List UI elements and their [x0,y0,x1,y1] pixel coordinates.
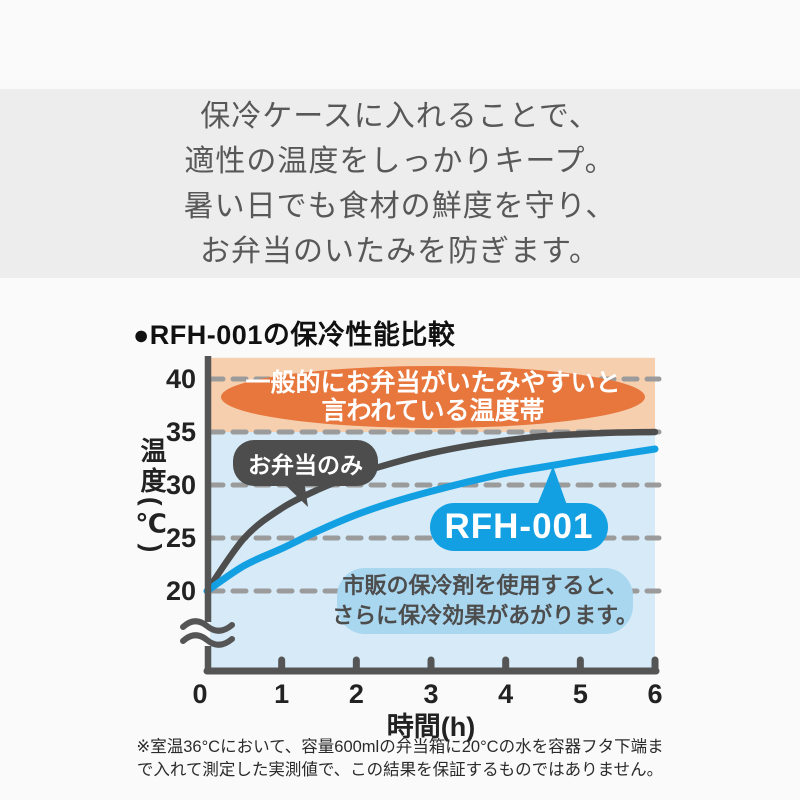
svg-text:2: 2 [349,679,364,709]
svg-text:25: 25 [166,523,196,553]
y-axis-title: 温度(℃) [137,437,167,557]
footnote: ※室温36°Cにおいて、容量600mlの弁当箱に20°Cの水を容器フタ下端ま で… [0,736,800,782]
intro-line-2: 適性の温度をしっかりキープ。 [184,144,616,178]
svg-text:1: 1 [274,679,289,709]
footnote-line-1: ※室温36°Cにおいて、容量600mlの弁当箱に20°Cの水を容器フタ下端ま [136,738,664,756]
svg-text:6: 6 [648,679,663,709]
intro-line-1: 保冷ケースに入れることで、 [200,99,600,133]
intro-line-3: 暑い日でも食材の鮮度を守り、 [183,189,617,223]
chart-title: ●RFH-001の保冷性能比較 [133,320,456,350]
svg-text:一般的にお弁当がいたみやすいと: 一般的にお弁当がいたみやすいと [245,368,620,397]
svg-text:3: 3 [423,679,438,709]
cooling-tip-bubble: 市販の保冷剤を使用すると、 さらに保冷効果があがります。 [332,568,638,634]
svg-text:4: 4 [498,679,513,709]
svg-text:40: 40 [166,364,196,394]
footnote-line-2: で入れて測定した実測値で、この結果を保証するものではありません。 [136,761,664,779]
svg-text:20: 20 [166,576,196,606]
svg-text:30: 30 [166,470,196,500]
intro-line-4: お弁当のいたみを防ぎます。 [200,234,600,268]
tip-line-1: 市販の保冷剤を使用すると、 [342,573,628,598]
intro-text-band: 保冷ケースに入れることで、 適性の温度をしっかりキープ。 暑い日でも食材の鮮度を… [0,89,800,278]
svg-text:言われている温度帯: 言われている温度帯 [321,396,544,425]
svg-text:35: 35 [166,417,196,447]
x-axis-title: 時間(h) [386,712,476,742]
svg-text:5: 5 [573,679,588,709]
rfh-001-label: RFH-001 [430,503,608,551]
svg-text:0: 0 [192,679,207,709]
tip-line-2: さらに保冷効果があがります。 [332,603,638,628]
bento-only-label: お弁当のみ [233,440,378,486]
